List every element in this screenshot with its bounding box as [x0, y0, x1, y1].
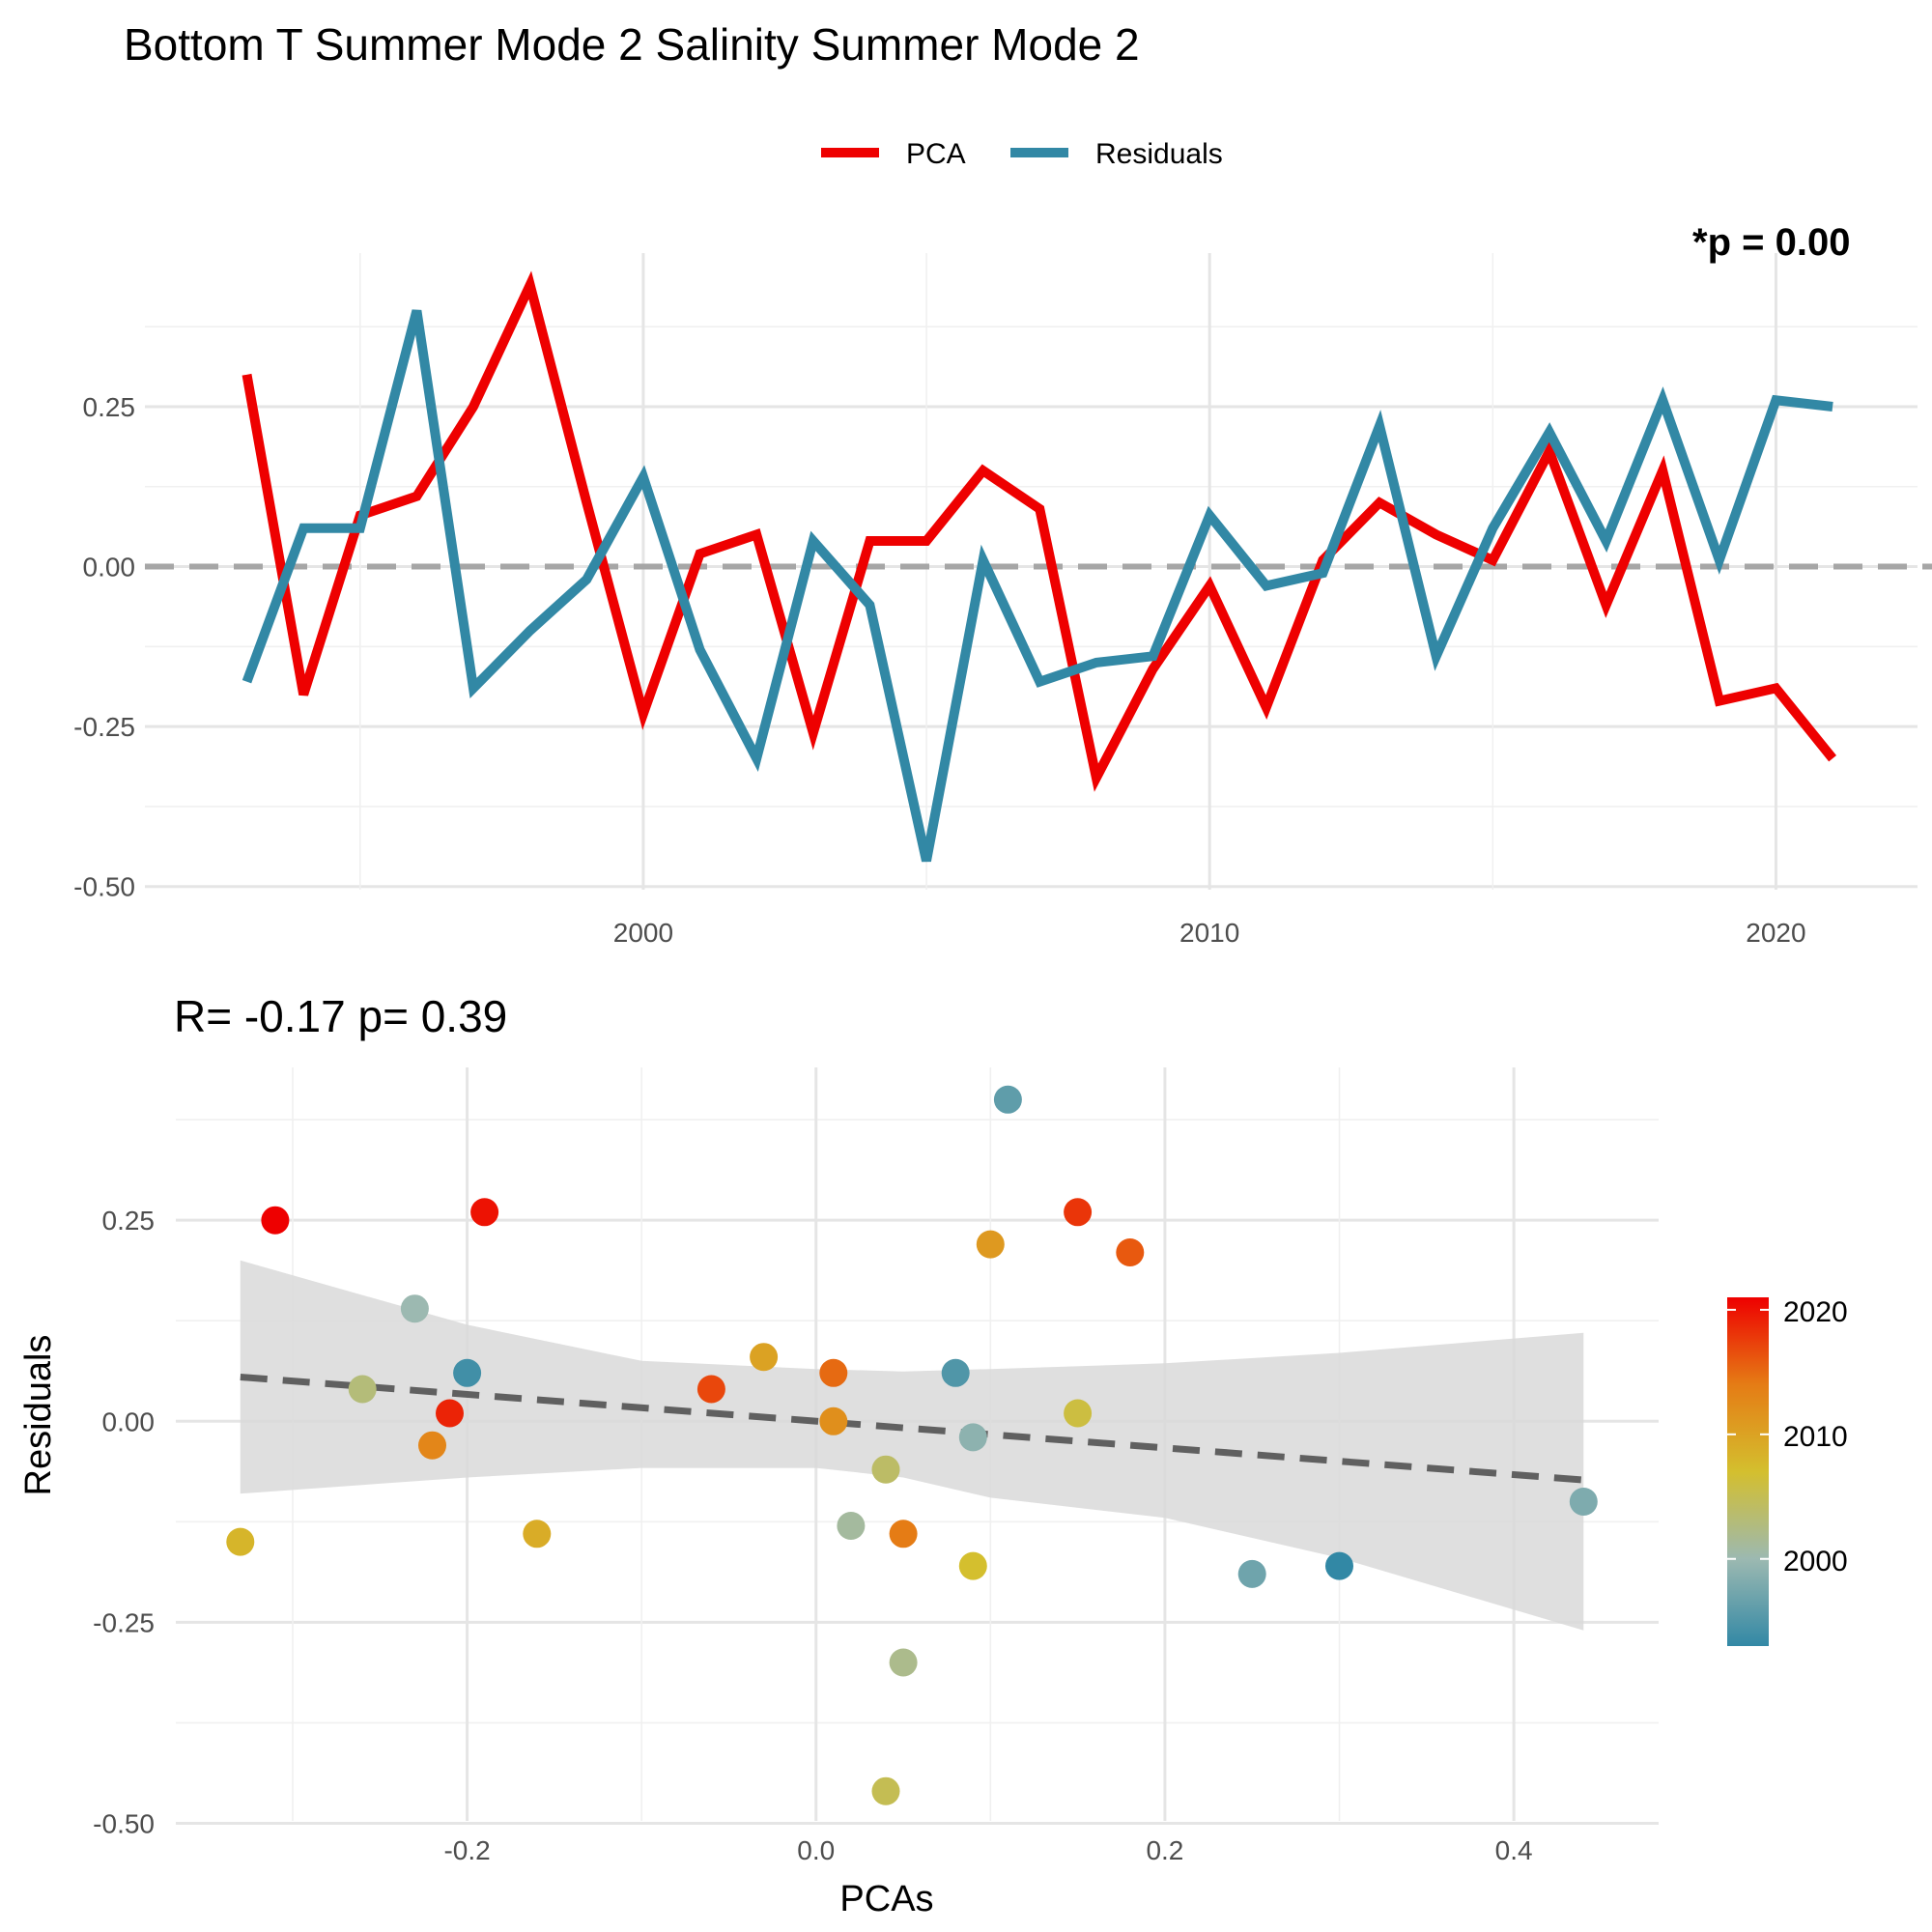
scatter-point — [871, 1455, 900, 1484]
colorbar-tick-label: 2000 — [1783, 1546, 1848, 1577]
scatter-point — [523, 1520, 552, 1548]
line-series-group — [242, 270, 1836, 863]
y-tick-label: -0.25 — [93, 1607, 155, 1637]
scatter-point — [226, 1527, 255, 1556]
line-chart-x-tick-labels: 2000 2010 2020 — [613, 918, 1806, 948]
y-tick-label: 0.00 — [83, 553, 136, 582]
scatter-y-tick-labels: -0.50 -0.25 0.00 0.25 — [93, 1206, 155, 1838]
clipped-significance-annotation: *p = 0.00 — [1692, 221, 1850, 264]
scatter-point — [819, 1358, 848, 1387]
scatter-point — [348, 1375, 377, 1404]
regression-line — [240, 1374, 1584, 1484]
line-chart-panel: -0.50 -0.25 0.00 0.25 2000 2010 2020 *p = 0.0… — [73, 221, 1932, 948]
legend-label-residuals: Residuals — [1095, 138, 1223, 170]
x-tick-label: 2000 — [613, 918, 673, 948]
scatter-point — [819, 1406, 848, 1435]
colorbar: 2000 2010 2020 — [1727, 1296, 1848, 1646]
scatter-point — [976, 1230, 1005, 1259]
scatter-point — [889, 1520, 918, 1548]
scatter-point — [470, 1198, 499, 1227]
scatter-point — [958, 1551, 987, 1580]
series-line-pca — [242, 270, 1836, 792]
colorbar-tick-label: 2010 — [1783, 1421, 1848, 1453]
scatter-x-tick-labels: -0.2 0.0 0.2 0.4 — [443, 1835, 1532, 1865]
scatter-point — [958, 1423, 987, 1452]
scatter-point — [453, 1358, 482, 1387]
scatter-point — [993, 1085, 1022, 1114]
series-line-residuals — [242, 309, 1833, 863]
colorbar-ticks: 2000 2010 2020 — [1727, 1296, 1848, 1577]
scatter-point — [1064, 1198, 1093, 1227]
x-tick-label: 0.0 — [797, 1835, 835, 1865]
y-tick-label: -0.50 — [93, 1808, 155, 1838]
y-tick-label: -0.50 — [73, 872, 135, 902]
scatter-chart-panel: -0.50 -0.25 0.00 0.25 -0.2 0.0 0.2 0.4 PCAs Re… — [18, 1067, 1659, 1919]
scatter-point — [1325, 1551, 1353, 1580]
x-tick-label: -0.2 — [443, 1835, 490, 1865]
figure-title: Bottom T Summer Mode 2 Salinity Summer M… — [124, 19, 1140, 70]
scatter-point — [941, 1358, 970, 1387]
legend: PCA Residuals — [821, 138, 1223, 170]
legend-label-pca: PCA — [906, 138, 966, 170]
scatter-point — [1064, 1399, 1093, 1428]
scatter-subtitle: R= -0.17 p= 0.39 — [174, 991, 507, 1041]
scatter-point — [261, 1206, 290, 1235]
scatter-point — [871, 1776, 900, 1805]
scatter-point — [696, 1375, 725, 1404]
scatter-point — [750, 1343, 779, 1372]
colorbar-tick-label: 2020 — [1783, 1296, 1848, 1328]
scatter-point — [1116, 1238, 1145, 1266]
colorbar-gradient — [1727, 1297, 1769, 1646]
line-chart-y-tick-labels: -0.50 -0.25 0.00 0.25 — [73, 392, 135, 902]
line-chart-gridlines — [145, 253, 1918, 890]
scatter-point — [1569, 1488, 1598, 1516]
scatter-point — [837, 1512, 866, 1540]
scatter-point — [418, 1431, 446, 1460]
scatter-point — [889, 1648, 918, 1677]
scatter-point — [400, 1294, 429, 1323]
y-tick-label: 0.00 — [102, 1406, 156, 1436]
x-tick-label: 0.4 — [1495, 1835, 1533, 1865]
scatter-point — [1237, 1559, 1266, 1588]
y-tick-label: -0.25 — [73, 712, 135, 742]
x-tick-label: 2010 — [1179, 918, 1239, 948]
scatter-point — [436, 1399, 464, 1428]
x-axis-title: PCAs — [839, 1879, 933, 1919]
x-tick-label: 0.2 — [1146, 1835, 1183, 1865]
y-tick-label: 0.25 — [83, 392, 136, 422]
confidence-band — [240, 1260, 1584, 1631]
y-axis-title: Residuals — [18, 1335, 59, 1496]
x-tick-label: 2020 — [1746, 918, 1805, 948]
scatter-points — [226, 1085, 1598, 1805]
y-tick-label: 0.25 — [102, 1206, 156, 1236]
